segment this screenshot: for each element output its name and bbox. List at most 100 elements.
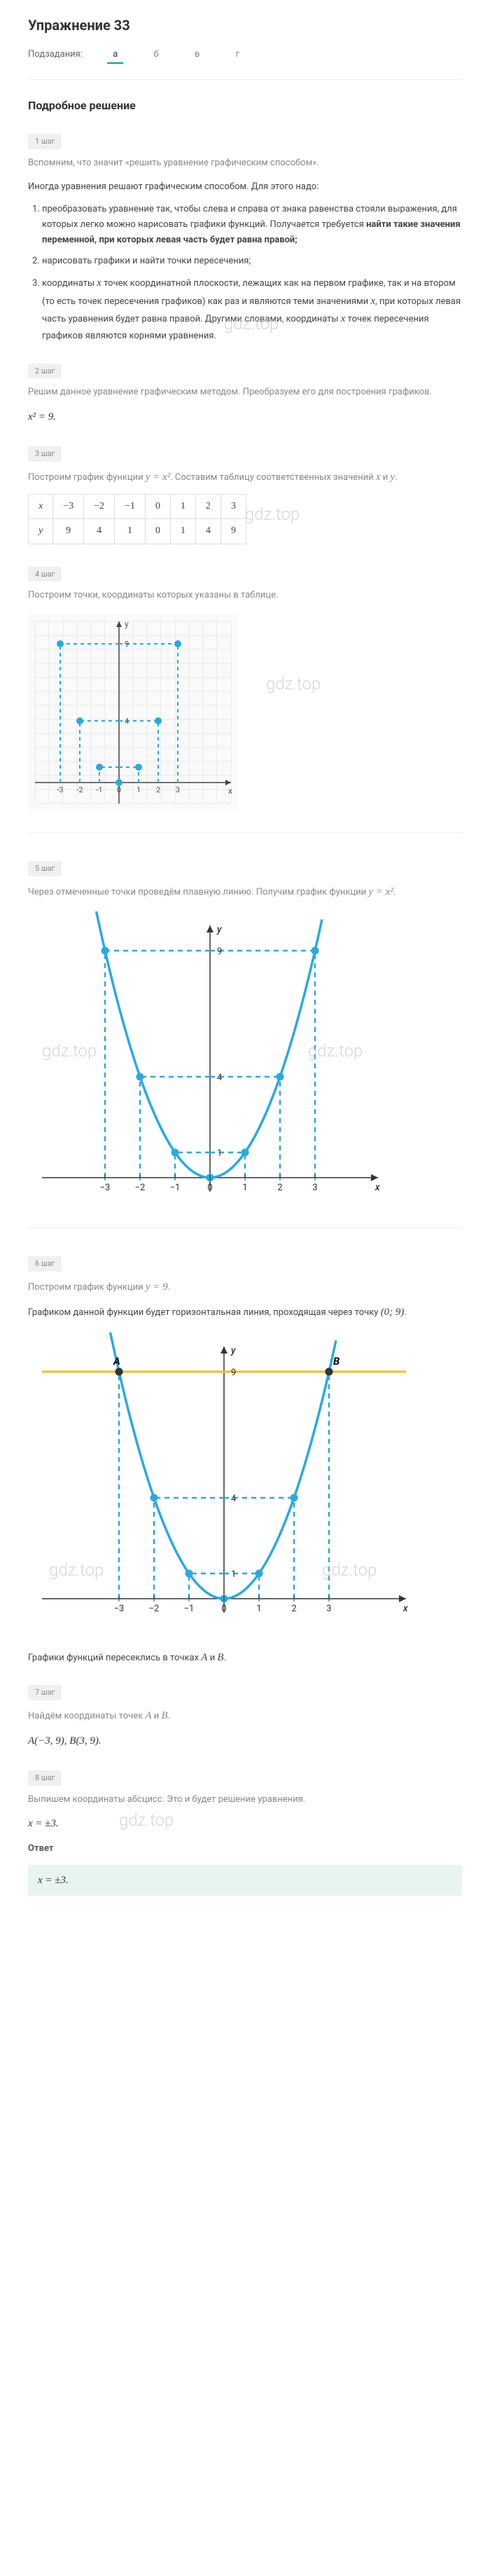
svg-text:−2: −2 [149,1604,160,1614]
step-7-badge: 7 шаг [28,1685,62,1700]
svg-text:−1: −1 [184,1604,195,1614]
step7-text: Найдём координаты точек A и B. [28,1707,462,1724]
svg-text:2: 2 [277,1183,282,1193]
svg-text:1: 1 [217,1148,222,1159]
svg-text:x: x [402,1603,408,1614]
svg-text:9: 9 [231,1368,236,1378]
svg-text:A: A [113,1355,120,1368]
svg-text:y: y [230,1345,236,1356]
exercise-title: Упражнение 33 [28,14,462,36]
tab-a[interactable]: а [107,46,123,64]
svg-text:4: 4 [125,717,129,726]
list-item: нарисовать графики и найти точки пересеч… [42,254,462,269]
chart-3-wrap: −3−2−10123149xyAB gdz.top gdz.top [28,1332,462,1632]
step-5-badge: 5 шаг [28,861,62,876]
svg-text:y: y [125,619,129,629]
chart-2-parabola: −3−2−10123149xy [28,911,392,1206]
chart-1-wrap: -3 -2 -1 0 1 2 3 4 9 x y gdz.top [28,614,462,815]
cell: 4 [195,519,220,544]
detailed-heading: Подробное решение [28,97,462,115]
cell: 1 [170,494,195,518]
step6-text1: Построим график функции y = 9. [28,1279,462,1295]
svg-text:4: 4 [231,1494,237,1504]
svg-text:-1: -1 [96,785,102,794]
solution-eq: x = ±3. [28,1815,462,1832]
answer-label: Ответ [28,1842,462,1857]
points-coords: A(−3, 9), B(3, 9). [28,1733,462,1749]
divider [28,79,462,80]
svg-text:3: 3 [176,785,180,794]
svg-text:3: 3 [326,1604,331,1614]
step-3-badge: 3 шаг [28,446,62,462]
subtasks-bar: Подзадания: а б в г [28,48,462,62]
watermark: gdz.top [266,670,321,697]
step8-text: Выпишем координаты абсцисс. Это и будет … [28,1793,462,1807]
step-1-badge: 1 шаг [28,134,62,149]
svg-text:0: 0 [207,1183,212,1193]
svg-text:−1: −1 [170,1183,181,1193]
cell: 0 [145,494,170,518]
chart-3-intersection: −3 −2 −1 0 1 2 3 1 4 9 x y A B [28,1332,420,1627]
cell: y [29,519,53,544]
svg-text:2: 2 [291,1604,296,1614]
answer-value: x = ±3. [38,1875,69,1886]
cell: 9 [53,519,84,544]
svg-text:4: 4 [217,1073,223,1083]
step6-text2: Графиком данной функции будет горизонтал… [28,1304,462,1322]
list-item: преобразовать уравнение так, чтобы слева… [42,202,462,248]
svg-text:−2: −2 [135,1183,146,1193]
divider [28,1227,462,1228]
svg-text:1: 1 [231,1569,236,1580]
cell: −1 [115,494,146,518]
cell: 2 [195,494,220,518]
svg-text:0: 0 [117,785,121,794]
svg-text:1: 1 [256,1604,261,1614]
svg-text:B: B [333,1355,340,1368]
cell: 0 [145,519,170,544]
watermark: gdz.top [245,501,300,528]
cell: 3 [220,494,246,518]
divider [28,832,462,833]
svg-text:9: 9 [125,640,129,649]
chart-2-wrap: −3−2−10123149xy gdz.top gdz.top [28,911,462,1211]
step-4-badge: 4 шаг [28,567,62,582]
svg-text:2: 2 [156,785,160,794]
svg-text:−3: −3 [114,1604,125,1614]
value-table: x −3 −2 −1 0 1 2 3 y 9 4 1 0 1 4 9 [28,494,246,544]
equation-1: x² = 9. [28,408,462,425]
step-2-badge: 2 шаг [28,364,62,379]
step4-text: Построим точки, координаты которых указа… [28,588,462,603]
svg-text:y: y [216,924,222,935]
tab-g[interactable]: г [230,46,245,62]
answer-box: x = ±3. [28,1865,462,1896]
list-item: координаты x точек координатной плоскост… [42,275,462,344]
step2-text: Решим данное уравнение графическим метод… [28,385,462,400]
chart-1-points: -3 -2 -1 0 1 2 3 4 9 x y [28,614,238,811]
table-row: x −3 −2 −1 0 1 2 3 [29,494,246,518]
step-6-badge: 6 шаг [28,1256,62,1272]
step5-text: Через отмеченные точки проведём плавную … [28,883,462,900]
svg-text:0: 0 [221,1604,226,1614]
svg-text:-2: -2 [76,785,83,794]
tab-v[interactable]: в [189,46,205,62]
cell: 9 [220,519,246,544]
cell: −3 [53,494,84,518]
subtasks-label: Подзадания: [28,49,83,60]
svg-text:1: 1 [136,785,141,794]
cell: x [29,494,53,518]
intro-body: Иногда уравнения решают графическим спос… [28,179,462,195]
method-list: преобразовать уравнение так, чтобы слева… [42,202,462,344]
cell: −2 [84,494,115,518]
svg-text:1: 1 [242,1183,247,1193]
svg-text:x: x [228,786,232,796]
step-8-badge: 8 шаг [28,1770,62,1786]
svg-text:−3: −3 [100,1183,111,1193]
intersect-text: Графики функций пересеклись в точках A и… [28,1649,462,1667]
intro-gray: Вспомним, что значит «решить уравнение г… [28,156,462,171]
cell: 1 [170,519,195,544]
tab-b[interactable]: б [148,46,164,62]
svg-text:-3: -3 [57,785,63,794]
cell: 1 [115,519,146,544]
svg-text:x: x [374,1182,380,1193]
svg-text:3: 3 [312,1183,317,1193]
